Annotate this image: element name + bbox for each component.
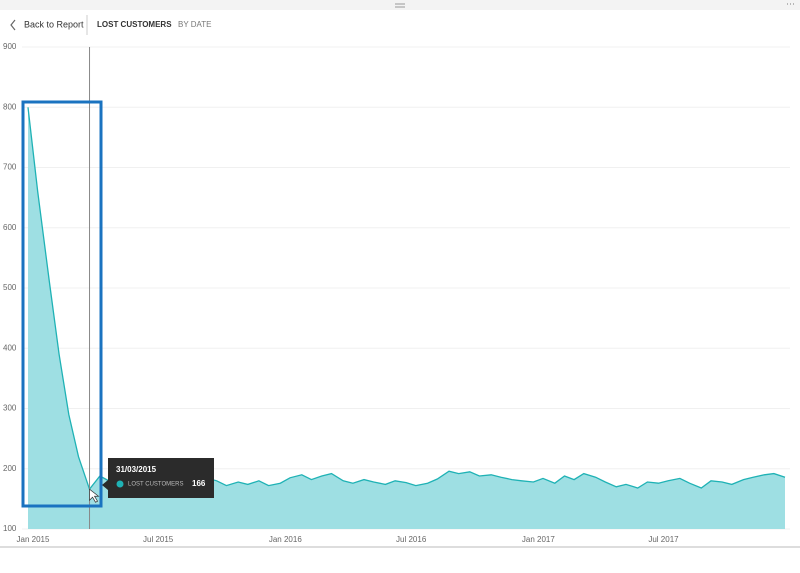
page-title: LOST CUSTOMERS xyxy=(97,20,172,29)
y-tick-label: 300 xyxy=(3,404,17,413)
y-tick-label: 700 xyxy=(3,163,17,172)
x-tick-label: Jan 2015 xyxy=(17,535,50,544)
top-bar xyxy=(0,0,800,10)
tooltip-box xyxy=(102,458,214,498)
y-tick-label: 500 xyxy=(3,283,17,292)
x-tick-label: Jan 2016 xyxy=(269,535,302,544)
page-subtitle: BY DATE xyxy=(178,20,212,29)
more-menu[interactable]: ··· xyxy=(786,0,795,8)
tooltip-swatch xyxy=(116,480,124,488)
y-tick-label: 400 xyxy=(3,343,17,352)
tooltip-label: LOST CUSTOMERS xyxy=(128,482,183,488)
cursor xyxy=(89,488,100,503)
back-button[interactable]: Back to Report xyxy=(24,19,84,29)
highlight-box xyxy=(21,100,103,508)
back-icon[interactable] xyxy=(10,19,16,31)
y-tick-label: 900 xyxy=(3,42,17,51)
tooltip-value: 166 xyxy=(192,479,206,488)
tooltip: 31/03/2015 LOST CUSTOMERS 166 xyxy=(89,458,214,503)
area xyxy=(28,107,785,530)
x-tick-label: Jan 2017 xyxy=(522,535,555,544)
tooltip-date: 31/03/2015 xyxy=(116,465,157,474)
x-tick-label: Jul 2015 xyxy=(143,535,174,544)
y-tick-label: 800 xyxy=(3,102,17,111)
y-tick-label: 200 xyxy=(3,464,17,473)
y-tick-label: 600 xyxy=(3,223,17,232)
y-tick-label: 100 xyxy=(3,524,17,533)
x-tick-label: Jul 2016 xyxy=(396,535,427,544)
x-tick-label: Jul 2017 xyxy=(648,535,679,544)
